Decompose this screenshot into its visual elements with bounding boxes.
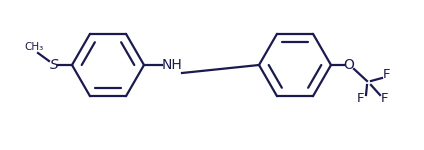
Text: NH: NH xyxy=(162,58,182,72)
Text: F: F xyxy=(357,93,365,105)
Text: O: O xyxy=(343,58,354,72)
Text: F: F xyxy=(383,69,391,81)
Text: F: F xyxy=(381,93,389,105)
Text: CH₃: CH₃ xyxy=(24,42,44,52)
Text: S: S xyxy=(50,58,59,72)
